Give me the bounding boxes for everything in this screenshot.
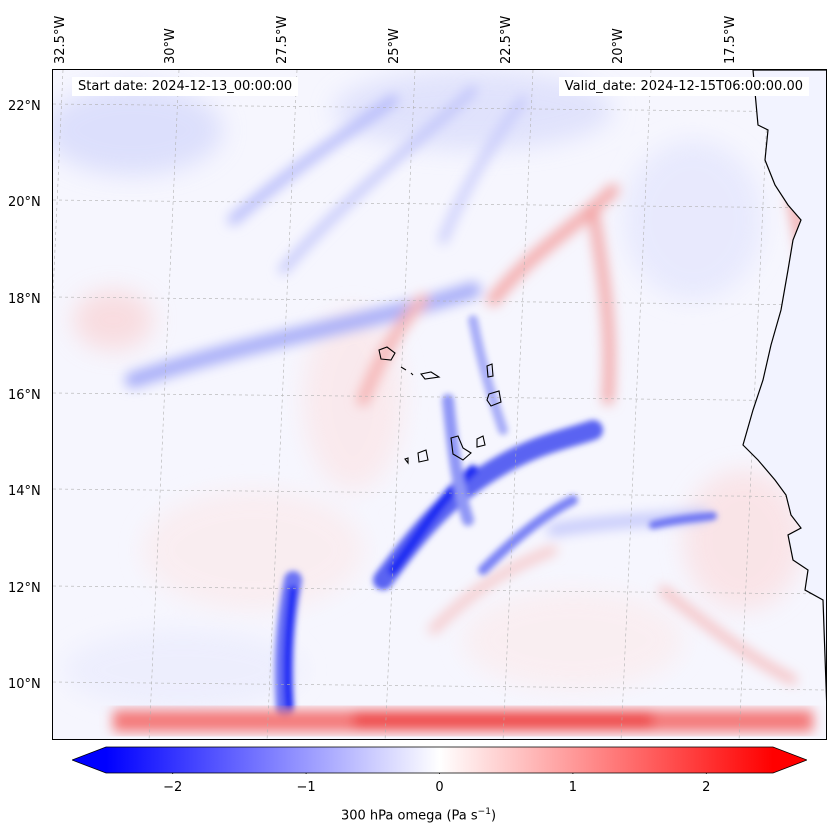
meridian-line [266,70,298,739]
longitude-label: 25°W [387,28,402,64]
colorbar-extend-max [773,747,807,773]
colorbar-tick-label: 0 [435,780,444,795]
colorbar-tick-label: −1 [296,780,316,795]
valid-date-label: Valid_date: 2024-12-15T06:00:00.00 [558,77,809,96]
parallel-line [53,392,826,402]
colorbar-tick-label: 2 [702,780,711,795]
latitude-label: 22°N [8,99,41,114]
meridian-line [53,70,64,301]
africa-landmass [742,70,826,702]
latitude-label: 12°N [8,581,41,596]
meridian-line [502,70,534,739]
colorbar-tick-label: 1 [568,780,578,795]
meridian-line [384,70,416,739]
start-date-label: Start date: 2024-12-13_00:00:00 [72,77,299,96]
longitude-label: 17.5°W [723,15,738,64]
colorbar [72,746,807,774]
colorbar-tick-label: −2 [163,780,183,795]
latitude-label: 14°N [8,484,41,499]
longitude-label: 20°W [611,28,626,64]
colorbar-scale [106,747,773,773]
omega-field [53,70,826,739]
latitude-label: 10°N [8,677,41,692]
colorbar-label: 300 hPa omega (Pa s−1) [340,807,497,824]
longitude-label: 30°W [163,28,178,64]
longitude-label: 27.5°W [275,15,290,64]
meridian-line [738,70,770,739]
map-panel [52,69,827,740]
colorbar-extend-min [72,747,106,773]
longitude-label: 22.5°W [499,15,514,64]
meridian-line [148,70,180,739]
graticule [53,70,826,739]
latitude-label: 16°N [8,388,41,403]
latitude-label: 20°N [8,195,41,210]
meridian-line [620,70,652,739]
omega-field-map [53,70,826,739]
cape-verde-islands [378,346,502,465]
latitude-label: 18°N [8,292,41,307]
longitude-label: 32.5°W [53,15,68,64]
